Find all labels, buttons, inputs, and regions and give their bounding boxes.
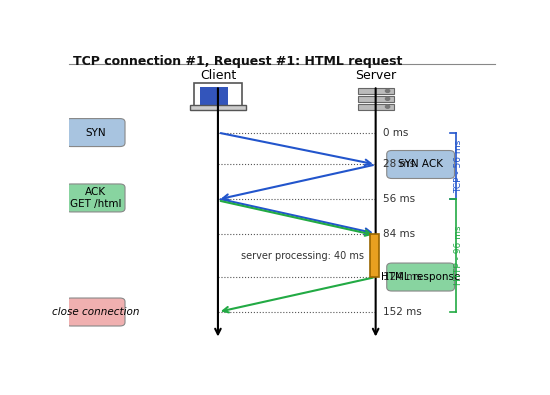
FancyBboxPatch shape: [387, 263, 454, 291]
Text: Server: Server: [355, 70, 396, 83]
FancyBboxPatch shape: [190, 105, 246, 110]
Text: Client: Client: [200, 70, 236, 83]
Text: 152 ms: 152 ms: [383, 307, 422, 317]
Text: SYN ACK: SYN ACK: [398, 160, 443, 169]
FancyBboxPatch shape: [200, 87, 228, 105]
Text: HTTP - 96 ms: HTTP - 96 ms: [454, 226, 463, 286]
Text: 56 ms: 56 ms: [383, 194, 415, 205]
Text: 124 ms: 124 ms: [383, 272, 422, 282]
FancyBboxPatch shape: [358, 103, 394, 110]
Circle shape: [386, 97, 390, 100]
Text: server processing: 40 ms: server processing: 40 ms: [241, 251, 364, 261]
Text: TCP - 56 ms: TCP - 56 ms: [454, 139, 463, 193]
FancyBboxPatch shape: [370, 235, 380, 277]
Text: 84 ms: 84 ms: [383, 229, 415, 239]
Text: 0 ms: 0 ms: [383, 128, 409, 137]
Text: close connection: close connection: [52, 307, 139, 317]
Text: ACK
GET /html: ACK GET /html: [70, 187, 121, 209]
FancyBboxPatch shape: [194, 83, 242, 108]
FancyBboxPatch shape: [387, 150, 454, 179]
FancyBboxPatch shape: [358, 96, 394, 102]
FancyBboxPatch shape: [66, 118, 125, 147]
Text: HTML response: HTML response: [381, 272, 460, 282]
FancyBboxPatch shape: [66, 184, 125, 212]
FancyBboxPatch shape: [358, 88, 394, 94]
Circle shape: [386, 105, 390, 108]
Text: TCP connection #1, Request #1: HTML request: TCP connection #1, Request #1: HTML requ…: [73, 55, 403, 68]
Text: 28 ms: 28 ms: [383, 160, 415, 169]
FancyBboxPatch shape: [66, 298, 125, 326]
Text: SYN: SYN: [85, 128, 106, 137]
Circle shape: [386, 89, 390, 92]
